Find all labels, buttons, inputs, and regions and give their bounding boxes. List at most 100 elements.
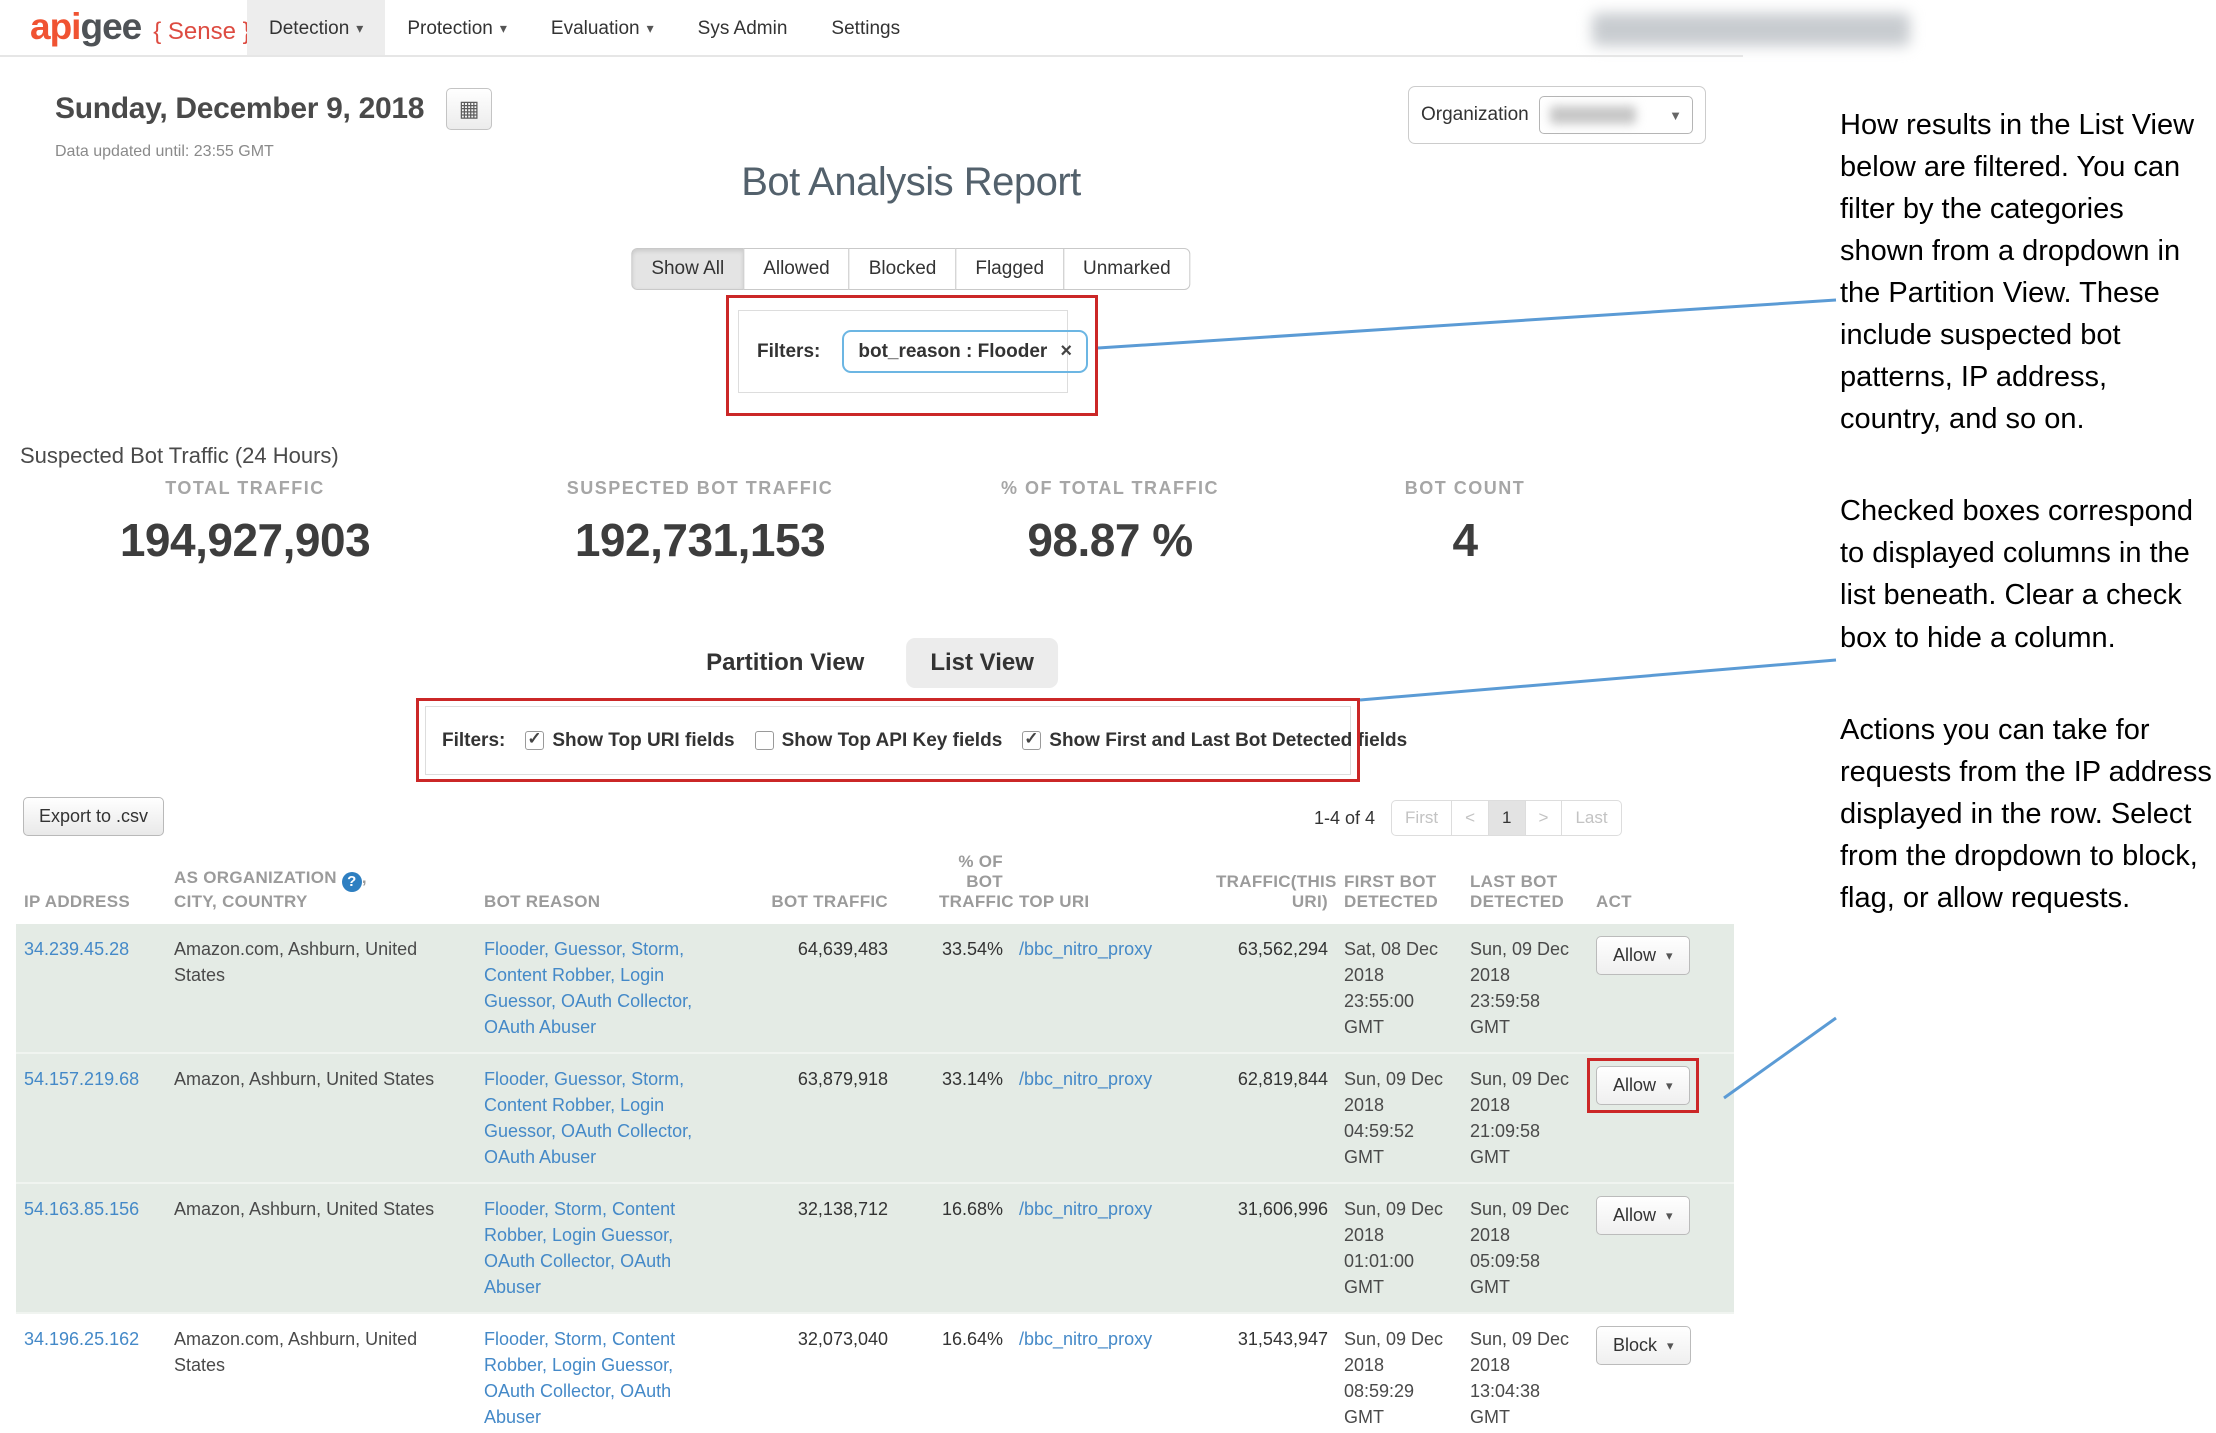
bot-reason-links[interactable]: Flooder, Guessor, Storm, Content Robber,… [484,939,692,1037]
action-dropdown[interactable]: Block [1596,1326,1691,1365]
first-page-button[interactable]: First [1391,800,1452,836]
last-page-button[interactable]: Last [1561,800,1621,836]
nav-item[interactable]: Settings [809,0,922,57]
cell-first-bot-detected: Sun, 09 Dec 2018 01:01:00 GMT [1336,1183,1462,1313]
cell-bot-reason: Flooder, Storm, Content Robber, Login Gu… [476,1313,736,1433]
cell-bot-traffic: 32,138,712 [736,1183,896,1313]
caret-down-icon [1669,108,1682,123]
tab-partition-view[interactable]: Partition View [706,649,864,677]
action-dropdown[interactable]: Allow [1596,936,1690,975]
bot-reason-links[interactable]: Flooder, Storm, Content Robber, Login Gu… [484,1329,675,1427]
stat-label: SUSPECTED BOT TRAFFIC [490,478,910,499]
stat-label: TOTAL TRAFFIC [0,478,490,499]
cell-last-bot-detected: Sun, 09 Dec 2018 05:09:58 GMT [1462,1183,1588,1313]
top-uri-link[interactable]: /bbc_nitro_proxy [1019,1329,1152,1349]
cell-first-bot-detected: Sun, 09 Dec 2018 08:59:29 GMT [1336,1313,1462,1433]
annotation-checkboxes: Checked boxes correspond to displayed co… [1840,490,2212,658]
stat-card: BOT COUNT 4 [1310,478,1620,567]
header-as-organization: AS ORGANIZATION , CITY, COUNTRY [166,846,476,924]
nav-item-label: Evaluation [551,18,640,40]
status-tab-group: Show All Allowed Blocked Flagged Unmarke… [631,248,1190,290]
caret-down-icon [1666,948,1673,964]
stat-card: % OF TOTAL TRAFFIC 98.87 % [910,478,1310,567]
cell-pct-bot-traffic: 16.64% [896,1313,1011,1433]
nav-menu: Detection Protection Evaluation Sys Admi… [247,0,922,57]
caret-down-icon [1666,1208,1673,1224]
organization-select[interactable] [1539,96,1693,134]
action-dropdown[interactable]: Allow [1596,1196,1690,1235]
cell-pct-bot-traffic: 33.14% [896,1053,1011,1183]
top-uri-link[interactable]: /bbc_nitro_proxy [1019,939,1152,959]
current-page-button[interactable]: 1 [1488,800,1525,836]
annotation-actions: Actions you can take for requests from t… [1840,709,2212,919]
cell-as-organization: Amazon, Ashburn, United States [166,1053,476,1183]
report-filter-tab[interactable]: Allowed [743,248,850,290]
stats-row: TOTAL TRAFFIC 194,927,903 SUSPECTED BOT … [0,478,1620,567]
nav-item[interactable]: Protection [385,0,529,57]
date-header: Sunday, December 9, 2018 [55,88,492,130]
calendar-button[interactable] [446,88,492,130]
ip-link[interactable]: 34.196.25.162 [24,1329,139,1349]
nav-item[interactable]: Evaluation [529,0,676,57]
cell-last-bot-detected: Sun, 09 Dec 2018 21:09:58 GMT [1462,1053,1588,1183]
bot-analysis-page: apigee { Sense } Detection Protection Ev… [0,0,2216,1433]
header-ip-address: IP ADDRESS [16,846,166,924]
nav-item[interactable]: Sys Admin [676,0,810,57]
pagination-range: 1-4 of 4 [1314,808,1375,829]
cell-first-bot-detected: Sun, 09 Dec 2018 04:59:52 GMT [1336,1053,1462,1183]
ip-link[interactable]: 34.239.45.28 [24,939,129,959]
ip-link[interactable]: 54.163.85.156 [24,1199,139,1219]
cell-last-bot-detected: Sun, 09 Dec 2018 23:59:58 GMT [1462,924,1588,1053]
top-uri-link[interactable]: /bbc_nitro_proxy [1019,1199,1152,1219]
cell-bot-reason: Flooder, Storm, Content Robber, Login Gu… [476,1183,736,1313]
stat-card: SUSPECTED BOT TRAFFIC 192,731,153 [490,478,910,567]
logo-gee: gee [80,6,141,48]
prev-page-button[interactable]: < [1451,800,1489,836]
cell-action: Allow [1588,1183,1734,1313]
organization-control: Organization [1408,86,1706,144]
cell-pct-bot-traffic: 16.68% [896,1183,1011,1313]
bot-reason-links[interactable]: Flooder, Guessor, Storm, Content Robber,… [484,1069,692,1167]
header-as-organization-line1: AS ORGANIZATION [174,868,337,887]
caret-down-icon [647,20,654,37]
apigee-sense-logo[interactable]: apigee { Sense } [30,6,251,48]
report-filter-tab[interactable]: Unmarked [1063,248,1191,290]
callout-line-filter [1098,300,1836,348]
top-uri-link[interactable]: /bbc_nitro_proxy [1019,1069,1152,1089]
stat-card: TOTAL TRAFFIC 194,927,903 [0,478,490,567]
stat-label: % OF TOTAL TRAFFIC [910,478,1310,499]
tab-list-view[interactable]: List View [906,638,1058,688]
annotation-column: How results in the List View below are f… [1840,104,2212,969]
ip-link[interactable]: 54.157.219.68 [24,1069,139,1089]
header-act: ACT [1588,846,1734,924]
callout-line-action [1724,1018,1836,1098]
action-label: Allow [1613,945,1656,966]
header-last-bot-detected: LAST BOT DETECTED [1462,846,1588,924]
report-filter-tab[interactable]: Show All [631,248,744,290]
tab-label: Show All [651,258,724,279]
cell-bot-traffic: 63,879,918 [736,1053,896,1183]
tab-label: Unmarked [1083,258,1171,279]
bot-reason-links[interactable]: Flooder, Storm, Content Robber, Login Gu… [484,1199,675,1297]
cell-action: Allow [1588,1053,1734,1183]
caret-down-icon [500,20,507,37]
export-csv-button[interactable]: Export to .csv [23,797,164,836]
cell-as-organization: Amazon.com, Ashburn, United States [166,924,476,1053]
view-switch: Partition View List View [706,638,1058,688]
table-header-row: IP ADDRESS AS ORGANIZATION , CITY, COUNT… [16,846,1734,924]
cell-first-bot-detected: Sat, 08 Dec 2018 23:55:00 GMT [1336,924,1462,1053]
help-icon[interactable] [342,872,362,892]
stat-value: 194,927,903 [0,513,490,567]
annotation-highlight-box [726,295,1098,416]
report-filter-tab[interactable]: Blocked [849,248,957,290]
next-page-button[interactable]: > [1525,800,1563,836]
header-first-bot-detected: FIRST BOT DETECTED [1336,846,1462,924]
report-filter-tab[interactable]: Flagged [955,248,1064,290]
cell-as-organization: Amazon, Ashburn, United States [166,1183,476,1313]
organization-value-redacted [1550,106,1636,124]
nav-item[interactable]: Detection [247,0,385,57]
pagination-buttons: First < 1 > Last [1391,800,1622,836]
page-title: Bot Analysis Report [741,160,1081,205]
cell-last-bot-detected: Sun, 09 Dec 2018 13:04:38 GMT [1462,1313,1588,1433]
calendar-icon [459,97,480,122]
